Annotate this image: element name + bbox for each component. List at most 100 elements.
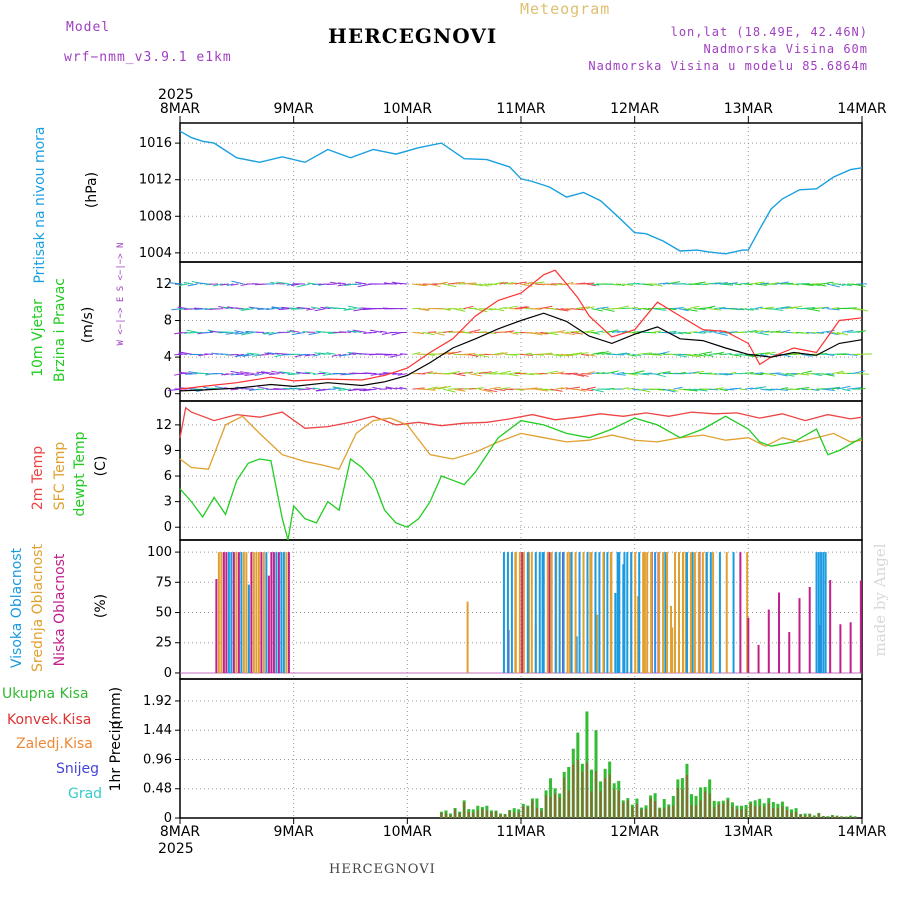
wind-vector xyxy=(473,371,485,375)
wind-vector xyxy=(468,329,481,333)
precip-conv-bar xyxy=(608,774,611,818)
wind-vector xyxy=(250,307,265,310)
wind-vector xyxy=(545,388,553,391)
precip-conv-bar xyxy=(831,815,834,818)
wind-vector xyxy=(242,353,254,357)
precip-conv-bar xyxy=(826,816,829,818)
wind-vector xyxy=(378,373,387,376)
wind-vector xyxy=(801,331,810,335)
wind-vector xyxy=(744,283,753,286)
wind-vector xyxy=(826,353,835,356)
model-altitude-label: Nadmorska Visina u modelu 85.6864m xyxy=(588,59,868,73)
wind-vector xyxy=(570,308,585,311)
precip-conv-bar xyxy=(822,816,825,818)
wind-vector xyxy=(256,371,270,375)
xtick-label-bottom: 8MAR xyxy=(160,824,201,840)
wind-vector xyxy=(847,307,857,310)
wind-vector xyxy=(473,283,484,287)
wind-vector xyxy=(514,388,525,391)
wind-vector xyxy=(347,305,362,310)
wind-vector xyxy=(200,331,213,334)
precip-conv-bar xyxy=(472,812,475,818)
wind-vector xyxy=(489,353,500,356)
wind-vector xyxy=(842,283,853,287)
wind-vector xyxy=(231,280,244,285)
wind-vector xyxy=(847,387,862,390)
wind-vector xyxy=(422,308,430,311)
wind-vector xyxy=(586,306,595,310)
wind-vector xyxy=(673,331,684,335)
wind-vector xyxy=(601,352,612,355)
wind-vector xyxy=(337,283,352,287)
wind-vector xyxy=(463,371,471,375)
wind-vector xyxy=(622,387,629,390)
coords-label: lon,lat (18.49E, 42.46N) xyxy=(670,25,868,39)
legend-snow: Snijeg xyxy=(56,761,100,777)
wind-vector xyxy=(478,388,493,393)
wind-vector xyxy=(688,353,701,358)
wind-vector xyxy=(760,282,769,285)
wind-vector xyxy=(734,387,742,390)
wind-vector xyxy=(637,388,651,393)
wind-vector xyxy=(412,352,421,355)
precip-conv-bar xyxy=(449,815,452,818)
precip-conv-bar xyxy=(681,789,684,818)
wind-vector xyxy=(581,373,592,375)
precip-conv-bar xyxy=(554,793,557,818)
precip-conv-bar xyxy=(663,807,666,818)
wind-vector xyxy=(555,353,570,357)
wind-vector xyxy=(499,370,511,375)
wind-vector xyxy=(504,305,518,310)
wind-vector xyxy=(570,352,583,355)
precip-ylabel: 1hr Precip xyxy=(108,720,124,792)
precip-conv-bar xyxy=(458,812,461,818)
xtick-label-top: 9MAR xyxy=(274,101,315,117)
wind-vector xyxy=(499,352,508,355)
precip-conv-bar xyxy=(781,806,784,818)
wind-vector xyxy=(314,308,326,312)
precip-conv-bar xyxy=(499,814,502,818)
wind-vector xyxy=(266,308,275,311)
wind-vector xyxy=(267,352,280,355)
wind-vector xyxy=(354,283,362,285)
wind-vector xyxy=(355,281,367,285)
wind-vector xyxy=(241,308,254,312)
xtick-label-bottom: 11MAR xyxy=(496,824,545,840)
year-label-top: 2025 xyxy=(158,87,194,103)
wind-vector xyxy=(499,387,510,390)
wind-vector xyxy=(257,386,270,390)
wind-vector xyxy=(417,331,425,335)
wind-vector xyxy=(591,372,600,375)
wind-vector xyxy=(852,283,866,288)
wind-vector xyxy=(616,283,625,287)
wind-vector xyxy=(852,370,865,375)
ytick-label: 3 xyxy=(164,495,172,510)
wind-vector xyxy=(831,370,844,375)
wind-vector xyxy=(519,306,530,310)
precip-conv-bar xyxy=(676,787,679,818)
wind-vector xyxy=(755,386,767,390)
wind-vector xyxy=(167,282,183,285)
wind-vector xyxy=(632,308,642,311)
wind-vector xyxy=(310,306,321,310)
wind-vector xyxy=(188,331,203,334)
wind-vector xyxy=(226,283,234,287)
precip-conv-bar xyxy=(494,811,497,818)
precip-unit: (mm) xyxy=(108,686,124,726)
wind-vector xyxy=(183,281,193,285)
wind-vector xyxy=(806,283,821,286)
model-label: Model xyxy=(66,20,111,35)
wind-vector xyxy=(555,308,569,312)
wind-vector xyxy=(177,306,188,310)
wind-vector xyxy=(596,350,609,355)
ytick-label: 0 xyxy=(164,666,172,681)
wind-vector xyxy=(417,308,429,312)
wind-vector xyxy=(258,353,270,356)
wind-vector xyxy=(622,283,634,286)
wind-vector xyxy=(652,330,661,333)
wind-vector xyxy=(673,353,688,358)
wind-vector xyxy=(318,352,331,355)
wind-vector xyxy=(576,306,584,310)
wind-vector xyxy=(642,308,652,311)
wind-vector xyxy=(642,283,654,286)
